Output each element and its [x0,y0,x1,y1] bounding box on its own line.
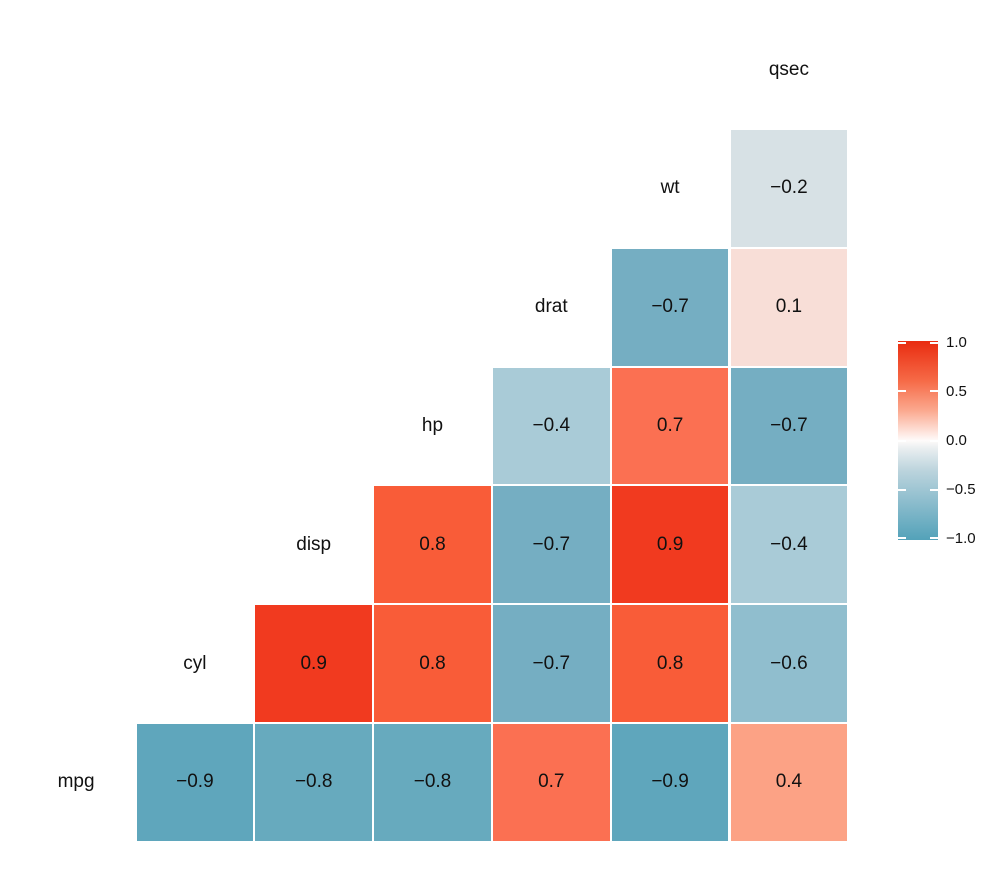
legend-tick-label: −0.5 [946,481,976,498]
correlation-cell-wt-qsec: −0.2 [730,130,848,247]
correlation-cell-cyl-disp: 0.9 [255,605,373,722]
correlation-cell-hp-wt: 0.7 [611,367,729,485]
correlation-cell-mpg-hp: −0.8 [374,724,491,841]
correlation-cell-disp-drat: −0.7 [492,486,610,604]
legend-tick-mark [898,489,906,492]
legend-tick-mark [930,341,938,344]
correlation-cell-mpg-disp: −0.8 [255,724,373,841]
legend-tick-mark [898,439,906,442]
legend-tick-mark [898,537,906,539]
var-label-drat: drat [534,296,568,318]
correlation-cell-mpg-wt: −0.9 [611,724,729,841]
correlation-cell-cyl-qsec: −0.6 [730,605,848,722]
var-label-hp: hp [421,414,444,436]
correlation-cell-mpg-drat: 0.7 [492,724,610,841]
var-label-disp: disp [296,533,332,555]
legend-tick-label: 0.0 [946,432,967,449]
legend-tick-label: 0.5 [946,383,967,400]
legend-tick-label: −1.0 [946,530,976,547]
legend-tick-mark [930,489,938,492]
correlation-cell-cyl-hp: 0.8 [374,605,491,722]
correlation-cell-drat-qsec: 0.1 [730,248,848,366]
correlation-cell-drat-wt: −0.7 [611,248,729,366]
correlation-cell-hp-qsec: −0.7 [730,367,848,485]
correlation-cell-disp-wt: 0.9 [611,486,729,604]
correlation-cell-hp-drat: −0.4 [492,367,610,485]
legend-tick-mark [898,389,906,392]
legend-tick-label: 1.0 [946,334,967,351]
var-label-cyl: cyl [183,652,207,674]
legend-gradient-bar [898,341,938,540]
legend-tick-mark [930,389,938,392]
var-label-mpg: mpg [57,771,95,793]
correlation-cell-mpg-cyl: −0.9 [136,724,254,841]
var-label-qsec: qsec [768,58,809,80]
correlation-cell-cyl-wt: 0.8 [611,605,729,722]
correlation-cell-disp-qsec: −0.4 [730,486,848,604]
correlation-cell-mpg-qsec: 0.4 [730,724,848,841]
legend-tick-mark [930,537,938,539]
legend-tick-mark [898,341,906,344]
correlation-cell-disp-hp: 0.8 [374,486,491,604]
var-label-wt: wt [660,177,680,199]
legend-tick-mark [930,439,938,442]
correlation-cell-cyl-drat: −0.7 [492,605,610,722]
